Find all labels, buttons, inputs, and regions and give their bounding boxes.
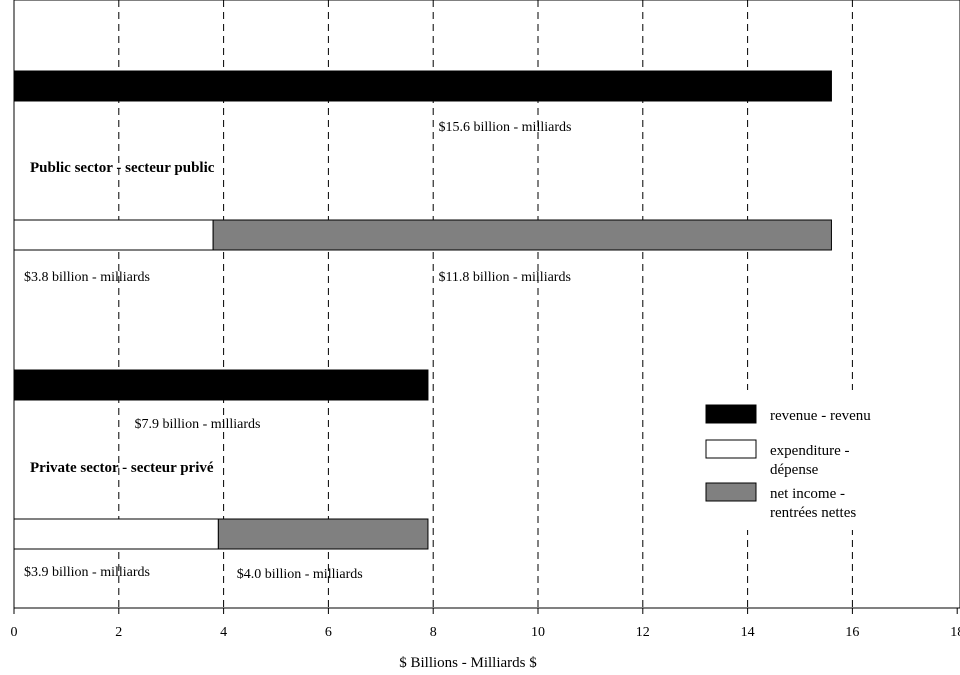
x-tick-label: 4 [220,625,227,640]
legend-swatch [705,404,757,424]
legend-label: rentrées nettes [770,505,856,521]
legend: revenue - revenu expenditure - dépense net … [690,390,910,530]
legend-label: revenue - revenu [770,408,871,424]
revenue-data-label: $7.9 billion - milliards [135,417,261,432]
expenditure-data-label: $3.8 billion - milliards [24,270,150,285]
legend-swatch [705,482,757,502]
data-labels: Public sector - secteur public $15.6 bill… [24,120,571,582]
legend-label: dépense [770,462,819,478]
revenue-data-label: $15.6 billion - milliards [438,120,571,135]
x-tick-label: 16 [845,625,859,640]
revenue-bar [13,70,832,102]
x-tick-label: 14 [741,625,755,640]
x-tick-label: 2 [115,625,122,640]
revenue-bar [13,369,429,401]
plot-frame [13,0,960,609]
x-tick-label: 8 [430,625,437,640]
net-income-bar [217,518,429,550]
x-tick-label: 6 [325,625,332,640]
x-axis-title: $ Billions - Milliards $ [399,655,537,671]
expenditure-data-label: $3.9 billion - milliards [24,565,150,580]
net-income-bar [212,219,832,251]
x-tick-label: 0 [11,625,18,640]
x-tick-label: 12 [636,625,650,640]
net-income-data-label: $11.8 billion - milliards [438,270,570,285]
net-income-data-label: $4.0 billion - milliards [237,567,363,582]
expenditure-bar [13,219,214,251]
x-tick-label: 18 [950,625,960,640]
x-tick-label: 10 [531,625,545,640]
legend-label: expenditure - [770,443,850,459]
legend-swatch [705,439,757,459]
bars [13,70,832,550]
expenditure-bar [13,518,219,550]
legend-label: net income - [770,486,845,502]
group-label: Private sector - secteur privé [30,460,214,476]
x-axis-ticks: 0 2 4 6 8 10 12 14 16 18 [11,608,960,640]
group-label: Public sector - secteur public [30,160,215,176]
